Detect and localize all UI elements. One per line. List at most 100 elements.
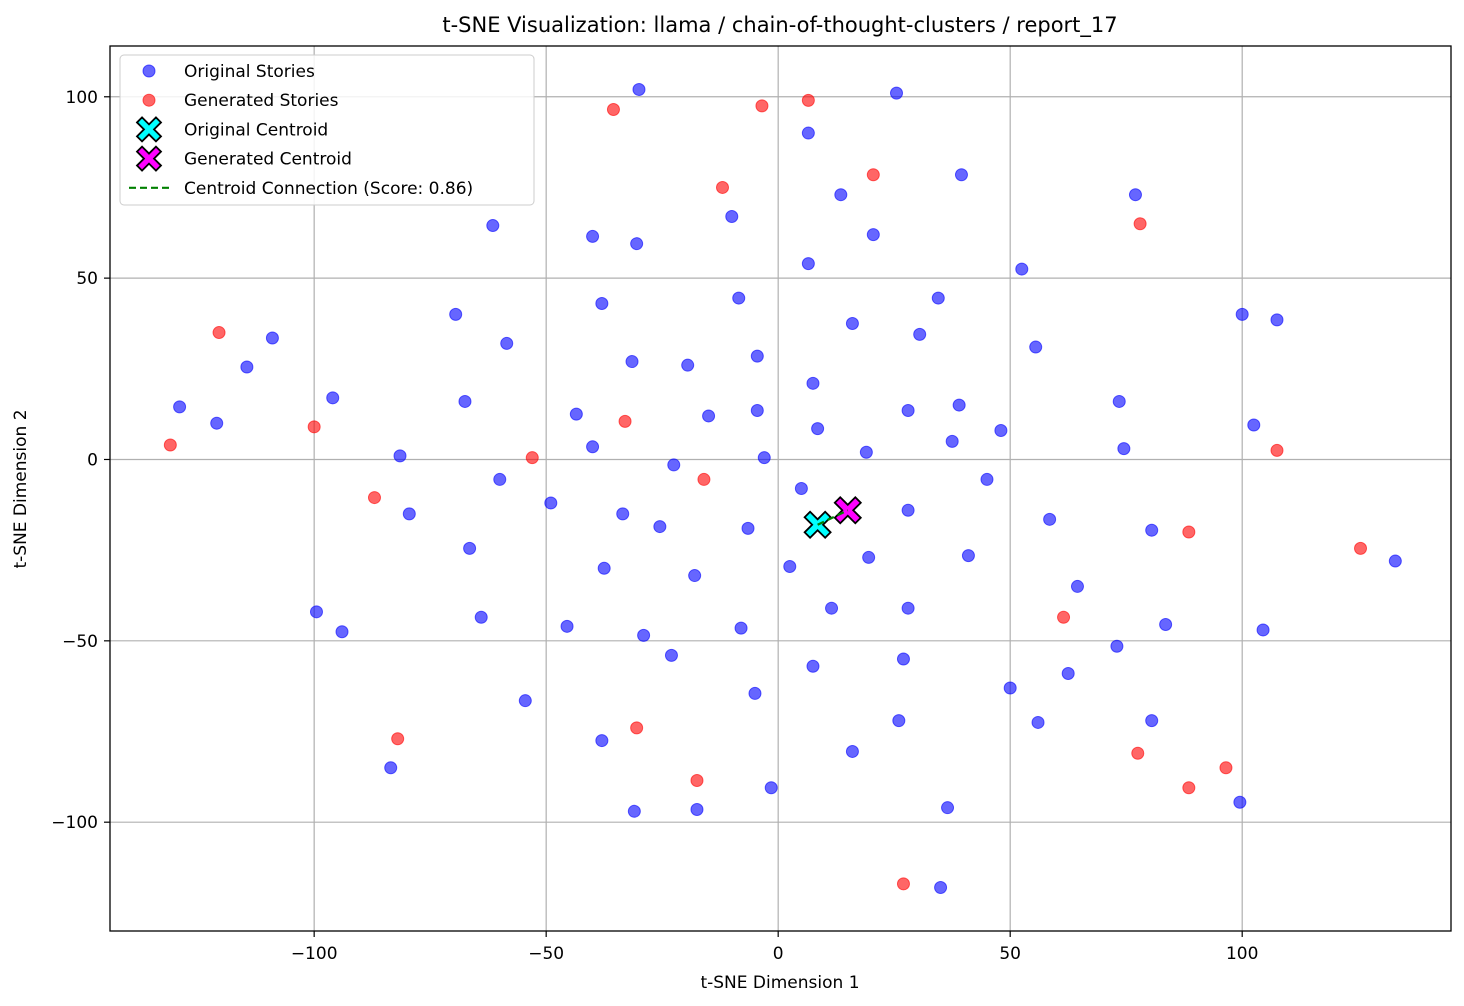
generated-story-point — [212, 326, 226, 340]
original-story-point — [1235, 307, 1249, 321]
original-story-point — [493, 472, 507, 486]
legend-label: Generated Stories — [184, 91, 339, 111]
original-story-point — [240, 360, 254, 374]
data-points — [163, 83, 1402, 894]
y-axis-ticks: −100 −50 0 50 100 — [51, 88, 110, 833]
original-story-point — [637, 628, 651, 642]
original-story-point — [901, 601, 915, 615]
original-story-point — [954, 168, 968, 182]
original-story-point — [757, 451, 771, 465]
original-story-point — [1128, 188, 1142, 202]
original-story-point — [750, 404, 764, 418]
x-axis-label: t-SNE Dimension 1 — [700, 973, 859, 993]
original-story-point — [1233, 795, 1247, 809]
original-story-point — [725, 209, 739, 223]
original-story-point — [845, 316, 859, 330]
original-story-point — [402, 507, 416, 521]
original-story-point — [1029, 340, 1043, 354]
original-story-point — [1145, 523, 1159, 537]
generated-story-point — [690, 773, 704, 787]
original-story-point — [1145, 714, 1159, 728]
original-story-point — [210, 416, 224, 430]
legend-box — [119, 54, 535, 206]
legend-marker — [135, 145, 163, 172]
y-tick-label: −100 — [51, 813, 98, 833]
generated-story-point — [367, 491, 381, 505]
original-story-point — [569, 407, 583, 421]
original-story-point — [734, 621, 748, 635]
grid — [110, 46, 1451, 931]
original-story-point — [901, 503, 915, 517]
original-story-point — [393, 449, 407, 463]
generated-story-point — [163, 438, 177, 452]
original-story-point — [945, 434, 959, 448]
original-story-point — [595, 297, 609, 311]
original-story-point — [625, 355, 639, 369]
original-story-point — [892, 714, 906, 728]
generated-story-point — [715, 180, 729, 194]
original-story-point — [667, 458, 681, 472]
generated-story-point — [606, 102, 620, 116]
original-story-point — [1110, 639, 1124, 653]
original-story-point — [994, 423, 1008, 437]
generated-story-point — [618, 414, 632, 428]
x-tick-label: −50 — [528, 944, 564, 964]
legend: Original Stories Generated Stories Origina… — [119, 54, 535, 206]
original-story-point — [627, 804, 641, 818]
generated-story-point — [1270, 443, 1284, 457]
original-story-point — [690, 802, 704, 816]
original-story-point — [1061, 666, 1075, 680]
original-story-point — [265, 331, 279, 345]
original-story-point — [1031, 715, 1045, 729]
x-tick-label: −100 — [291, 944, 338, 964]
original-story-point — [1043, 512, 1057, 526]
centroids — [803, 495, 863, 540]
original-story-point — [458, 394, 472, 408]
legend-label: Original Stories — [184, 62, 315, 82]
original-story-point — [474, 610, 488, 624]
original-story-point — [681, 358, 695, 372]
original-story-point — [449, 307, 463, 321]
y-axis-label: t-SNE Dimension 2 — [11, 409, 31, 568]
original-story-point — [1112, 394, 1126, 408]
y-tick-label: 50 — [76, 269, 98, 289]
original-story-point — [630, 237, 644, 251]
original-story-point — [486, 219, 500, 233]
original-story-point — [806, 376, 820, 390]
original-story-point — [1003, 681, 1017, 695]
original-story-point — [806, 659, 820, 673]
original-story-point — [688, 569, 702, 583]
original-story-point — [1256, 623, 1270, 637]
generated-story-point — [1182, 781, 1196, 795]
original-story-point — [1015, 262, 1029, 276]
original-story-point — [866, 228, 880, 242]
original-story-point — [801, 126, 815, 140]
original-story-point — [586, 229, 600, 243]
original-story-point — [544, 496, 558, 510]
original-story-point — [1117, 442, 1131, 456]
original-story-point — [748, 686, 762, 700]
original-story-point — [862, 550, 876, 564]
generated-story-point — [896, 877, 910, 891]
original-story-point — [1159, 618, 1173, 632]
original-story-point — [518, 694, 532, 708]
original-story-point — [913, 327, 927, 341]
original-story-point — [901, 404, 915, 418]
generated-story-point — [1219, 761, 1233, 775]
generated-story-point — [1131, 746, 1145, 760]
original-story-point — [980, 472, 994, 486]
original-story-point — [811, 422, 825, 436]
x-tick-label: 0 — [773, 944, 784, 964]
original-story-point — [463, 541, 477, 555]
original-story-point — [326, 391, 340, 405]
original-story-point — [961, 549, 975, 563]
original-story-point — [741, 521, 755, 535]
original-story-point — [845, 744, 859, 758]
legend-label: Generated Centroid — [184, 150, 352, 170]
generated-centroid-marker — [833, 495, 863, 525]
legend-label: Original Centroid — [184, 120, 328, 140]
generated-story-point — [801, 93, 815, 107]
y-tick-label: 100 — [66, 88, 98, 108]
original-story-point — [1270, 313, 1284, 327]
